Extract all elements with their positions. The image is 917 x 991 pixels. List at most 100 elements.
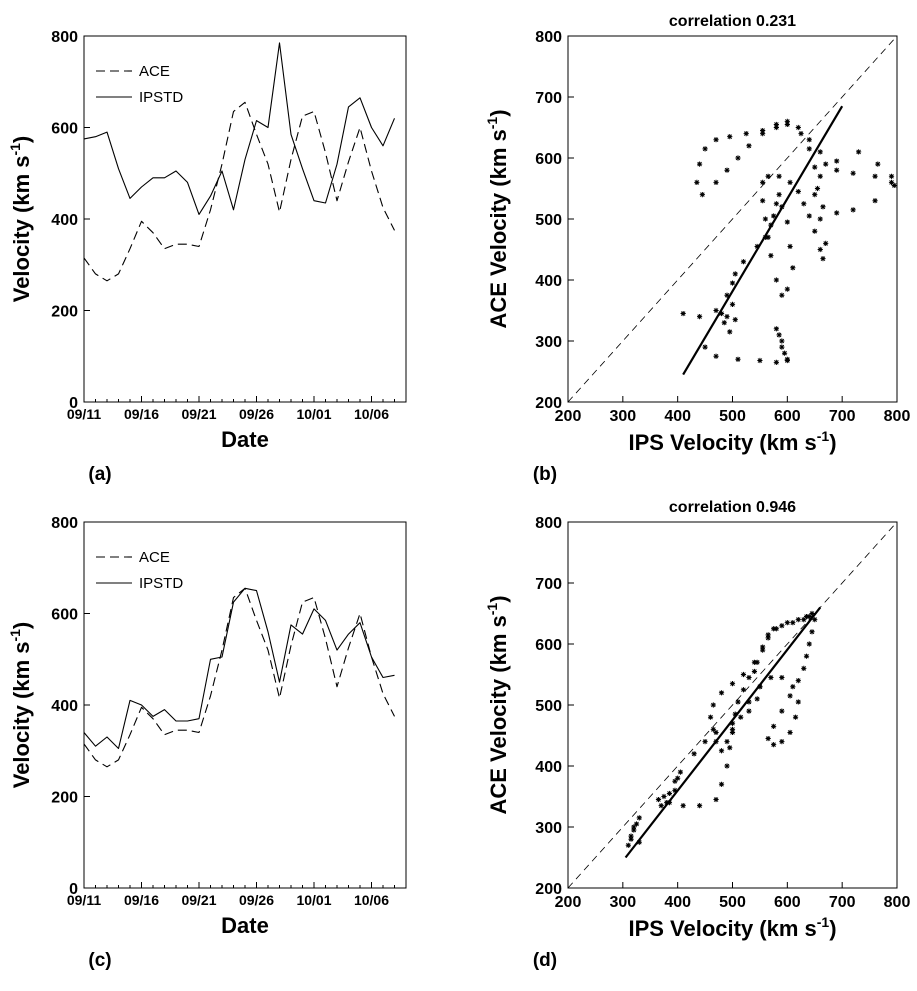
- scatter-point: [817, 246, 823, 253]
- series-line-ipstd: [83, 587, 395, 750]
- y-axis-label: ACE Velocity (km s-1): [484, 109, 511, 328]
- scatter-point: [834, 158, 840, 164]
- scatter-point: [702, 344, 708, 350]
- chart-title: correlation 0.231: [669, 13, 796, 30]
- scatter-point: [760, 647, 766, 653]
- scatter-point: [713, 307, 719, 314]
- x-tick-label: 300: [609, 894, 636, 911]
- scatter-point: [675, 775, 681, 781]
- scatter-point: [713, 353, 719, 359]
- x-tick-label: 09/26: [239, 406, 274, 422]
- x-axis-label-text: IPS Velocity (km s: [628, 430, 816, 455]
- panel-label: (a): [88, 464, 111, 485]
- scatter-point: [746, 143, 752, 149]
- scatter-point: [707, 714, 714, 720]
- scatter-point: [631, 827, 637, 833]
- scatter-point: [729, 280, 736, 286]
- scatter-point: [812, 617, 818, 623]
- scatter-point: [732, 317, 738, 323]
- x-tick-label: 10/01: [296, 406, 331, 422]
- scatter-point: [779, 739, 785, 745]
- scatter-point: [856, 149, 862, 155]
- scatter-point: [727, 745, 733, 751]
- y-tick-label: 700: [535, 576, 562, 593]
- y-tick-label: 200: [51, 790, 78, 807]
- x-tick-label: 700: [829, 408, 856, 425]
- scatter-point: [765, 735, 771, 742]
- x-tick-label: 600: [774, 408, 801, 425]
- scatter-point: [760, 179, 766, 185]
- scatter-point: [735, 356, 741, 362]
- scatter-point: [891, 182, 897, 189]
- chart-title: correlation 0.946: [669, 499, 796, 516]
- panel-label: (c): [88, 950, 111, 971]
- scatter-point: [699, 192, 705, 198]
- plot-frame: [83, 521, 407, 889]
- y-tick-label: 300: [535, 334, 562, 351]
- scatter-point: [735, 155, 741, 161]
- scatter-point: [814, 185, 821, 192]
- scatter-point: [738, 714, 744, 720]
- x-axis-label-text: IPS Velocity (km s: [628, 916, 816, 941]
- x-axis-label-end: ): [829, 430, 836, 455]
- reference-line: [567, 35, 898, 403]
- y-axis-label-text: Velocity (km s: [9, 156, 34, 303]
- scatter-point: [762, 216, 768, 222]
- y-axis-label-end: ): [9, 622, 34, 629]
- legend-label-ace: ACE: [139, 549, 170, 566]
- scatter-point: [784, 286, 790, 292]
- scatter-point: [850, 207, 856, 213]
- scatter-point: [779, 674, 785, 681]
- scatter-point: [820, 204, 826, 210]
- y-tick-label: 600: [535, 637, 562, 654]
- scatter-point: [765, 635, 771, 641]
- x-tick-label: 800: [884, 894, 911, 911]
- x-tick-label: 09/21: [181, 406, 216, 422]
- y-tick-label: 600: [51, 607, 78, 624]
- legend-label-ace: ACE: [139, 63, 170, 80]
- scatter-point: [724, 292, 730, 298]
- scatter-point: [784, 620, 790, 626]
- y-tick-label: 400: [51, 212, 78, 229]
- scatter-point: [727, 329, 733, 335]
- scatter-point: [672, 787, 678, 793]
- scatter-point: [801, 201, 807, 207]
- scatter-point: [713, 729, 719, 736]
- scatter-point: [790, 684, 796, 690]
- scatter-point: [680, 310, 686, 317]
- x-axis-label-end: ): [829, 916, 836, 941]
- y-axis-label-superscript: -1: [7, 143, 23, 156]
- scatter-point: [803, 653, 810, 659]
- scatter-point: [721, 320, 727, 326]
- scatter-point: [740, 687, 747, 693]
- series-line-ipstd: [83, 42, 396, 215]
- scatter-point: [773, 201, 779, 207]
- x-tick-label: 200: [555, 408, 582, 425]
- scatter-point: [776, 173, 782, 179]
- x-tick-label: 800: [884, 408, 911, 425]
- scatter-point: [628, 833, 634, 839]
- scatter-point: [792, 714, 799, 720]
- y-axis-label-text: ACE Velocity (km s: [486, 129, 511, 328]
- scatter-point: [787, 179, 793, 185]
- scatter-point: [710, 702, 716, 708]
- scatter-point: [655, 796, 662, 803]
- scatter-point: [773, 359, 779, 365]
- x-axis-label: Date: [221, 427, 269, 452]
- scatter-point: [795, 617, 801, 623]
- scatter-point: [713, 179, 719, 185]
- y-axis-label: ACE Velocity (km s-1): [484, 595, 511, 814]
- scatter-point: [872, 173, 878, 179]
- scatter-point: [768, 674, 774, 681]
- scatter-point: [790, 265, 796, 271]
- y-axis-label-superscript: -1: [7, 629, 23, 642]
- x-tick-label: 10/06: [354, 892, 389, 908]
- scatter-point: [773, 124, 779, 131]
- scatter-point: [765, 173, 771, 179]
- scatter-point: [784, 118, 790, 124]
- scatter-point: [771, 213, 777, 219]
- scatter-point: [633, 821, 640, 827]
- scatter-point: [724, 167, 730, 173]
- y-tick-label: 200: [535, 881, 562, 898]
